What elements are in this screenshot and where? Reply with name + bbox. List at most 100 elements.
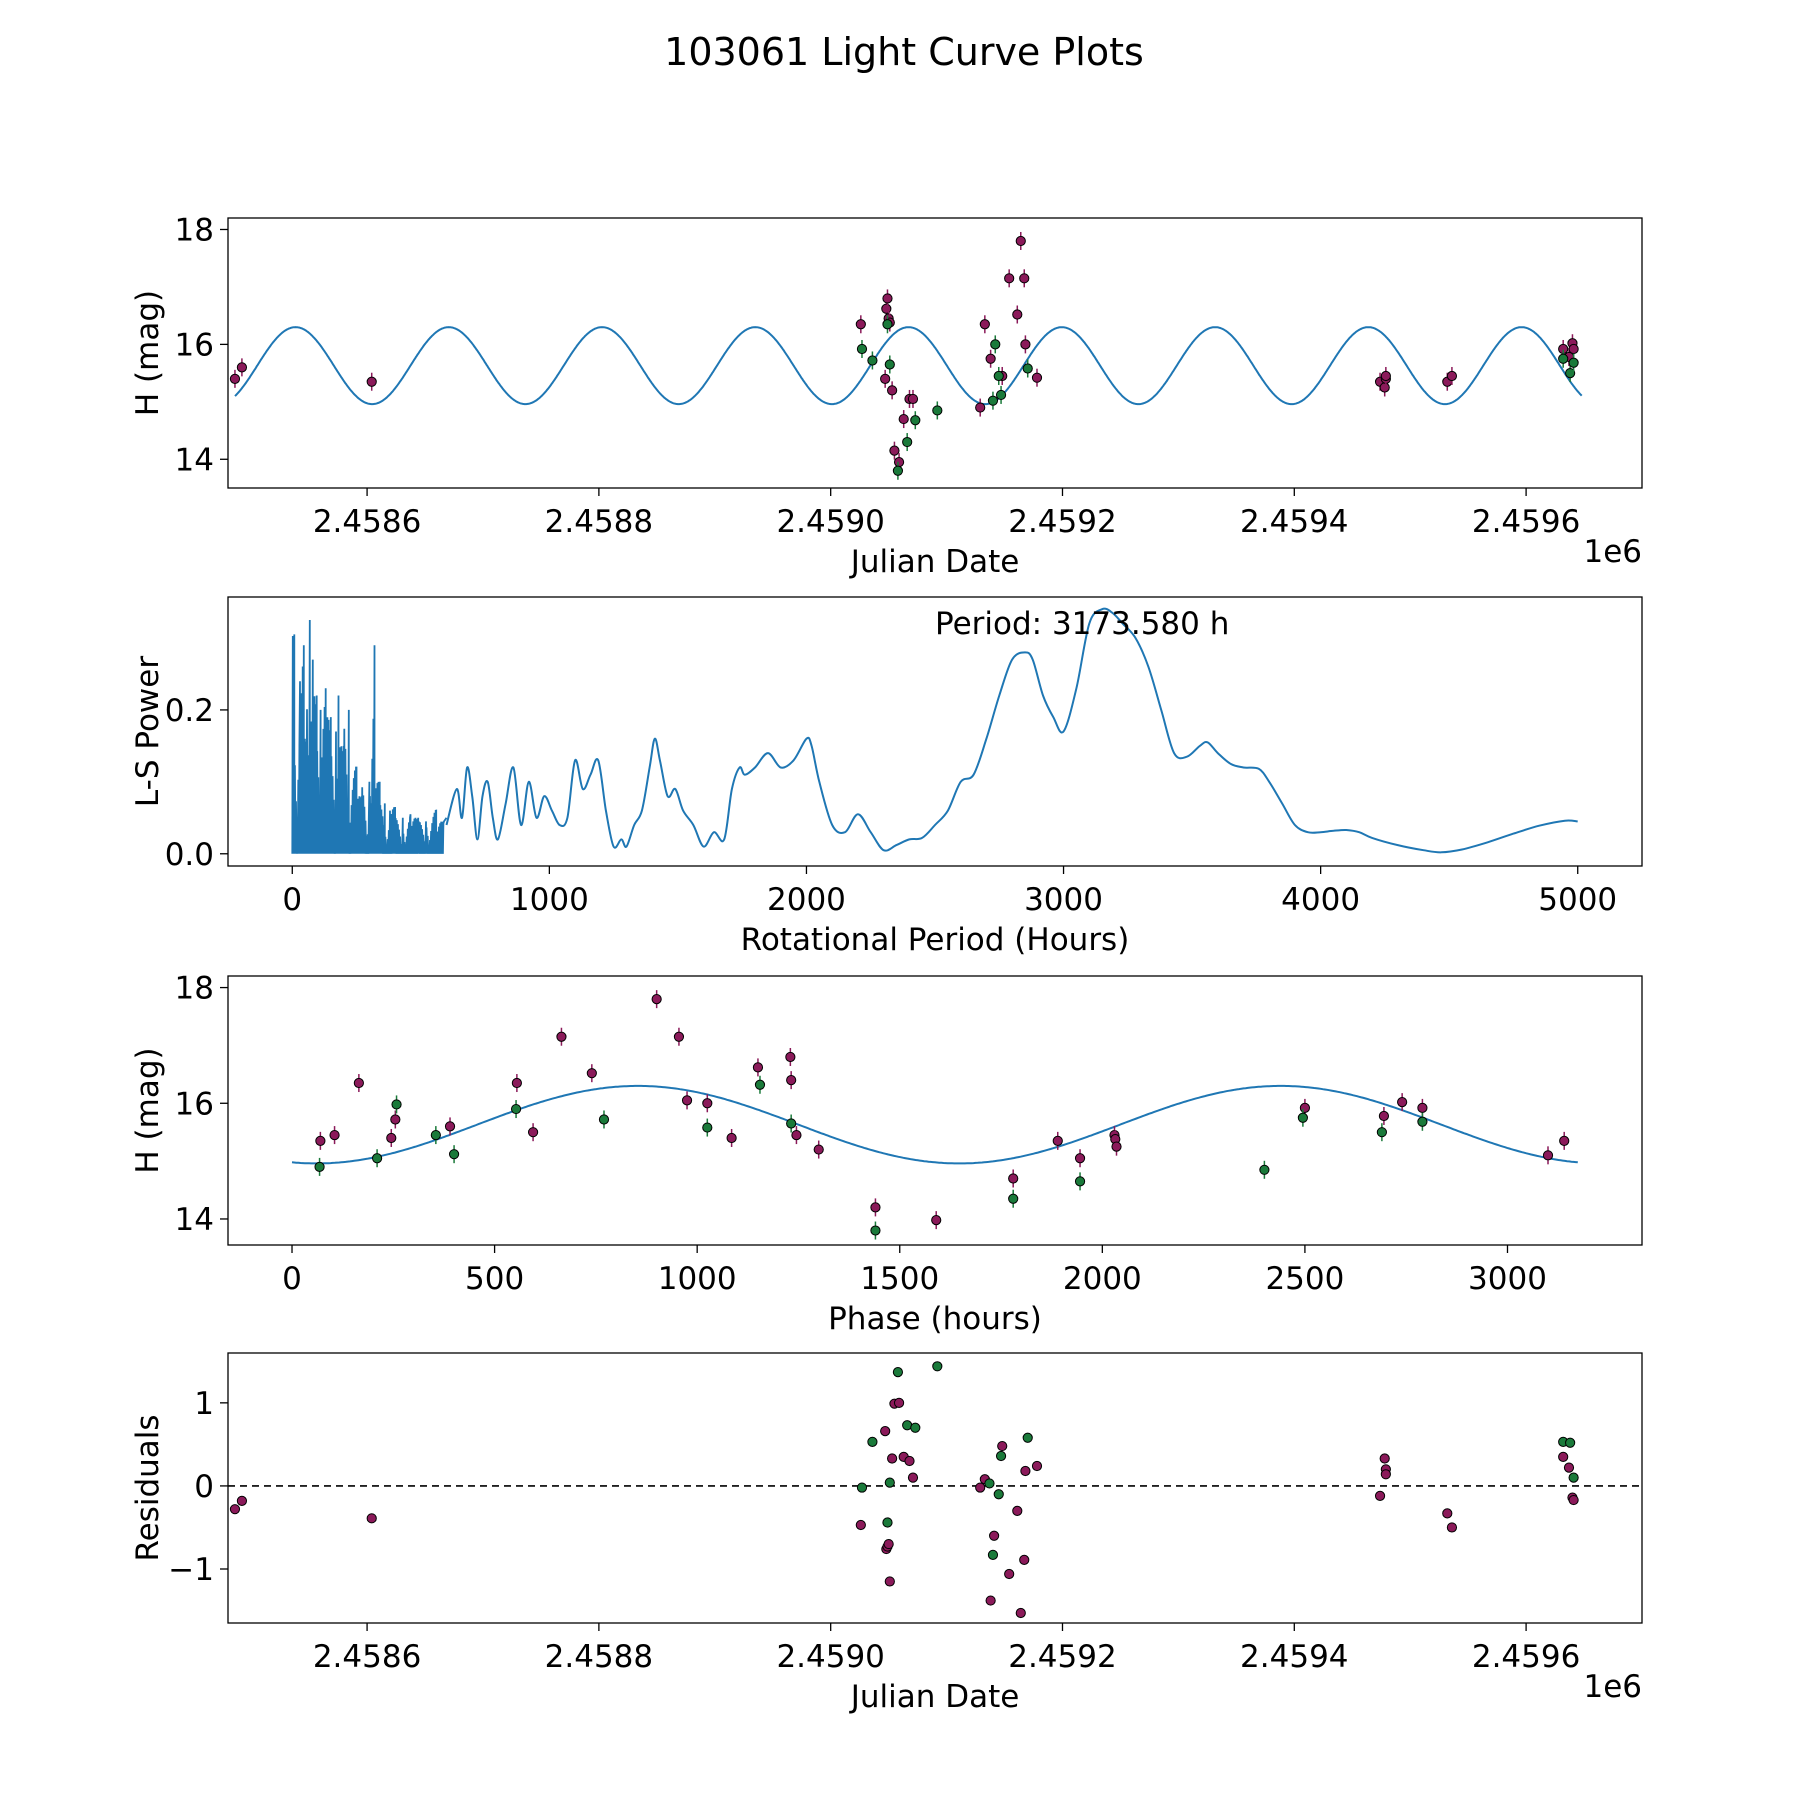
y-tick-label: 0.2 bbox=[165, 693, 214, 729]
data-point-band-a bbox=[997, 1440, 1008, 1452]
x-axis-label: Rotational Period (Hours) bbox=[741, 922, 1130, 958]
data-point-band-a bbox=[1012, 309, 1023, 320]
data-point-band-b bbox=[754, 1079, 766, 1090]
data-point-band-a bbox=[1374, 1490, 1386, 1501]
data-point-band-b bbox=[884, 359, 895, 370]
data-point-band-a bbox=[975, 402, 986, 413]
periodogram-dense-line bbox=[291, 619, 448, 854]
data-point-band-a bbox=[907, 1472, 919, 1483]
data-point-band-b bbox=[1565, 368, 1576, 379]
data-point-band-b bbox=[867, 1436, 878, 1447]
residuals-panel: 2.4586 2.4588 2.4590 2.4592 2.4594 2.4596 −1 0 1… bbox=[130, 1352, 1643, 1715]
data-point-band-b bbox=[391, 1099, 402, 1110]
data-point-band-b bbox=[598, 1114, 610, 1125]
x-axis-label: Phase (hours) bbox=[828, 1301, 1042, 1337]
plot-frame bbox=[227, 596, 1643, 867]
data-point-band-a bbox=[979, 319, 990, 330]
model-curve bbox=[291, 1084, 1578, 1165]
plot-frame bbox=[227, 217, 1643, 489]
data-point-band-a bbox=[1397, 1097, 1408, 1108]
data-point-band-a bbox=[1378, 1110, 1390, 1122]
x-tick-label: 2.4590 bbox=[776, 1639, 884, 1675]
plot-frame bbox=[227, 1352, 1643, 1624]
data-point-band-a bbox=[785, 1051, 796, 1063]
data-point-band-a bbox=[1299, 1102, 1311, 1113]
data-point-band-a bbox=[236, 1495, 248, 1506]
data-point-band-b bbox=[932, 405, 943, 416]
data-point-band-b bbox=[902, 436, 913, 448]
data-point-band-b bbox=[995, 389, 1007, 401]
data-point-band-b bbox=[786, 1118, 797, 1129]
data-point-band-b bbox=[932, 1361, 943, 1372]
data-point-band-a bbox=[904, 1455, 915, 1467]
y-tick-label: 0.0 bbox=[165, 837, 214, 873]
data-point-band-b bbox=[987, 395, 999, 406]
data-point-band-a bbox=[444, 1121, 456, 1132]
x-tick-label: 2.4588 bbox=[545, 504, 653, 540]
x-tick-label: 2.4594 bbox=[1240, 1639, 1348, 1675]
data-point-band-a bbox=[985, 1595, 996, 1606]
data-point-band-a bbox=[813, 1144, 824, 1155]
data-point-band-b bbox=[993, 370, 1004, 382]
data-point-band-a bbox=[855, 1519, 866, 1531]
points-group bbox=[314, 990, 1570, 1240]
model-curve bbox=[234, 326, 1583, 406]
y-tick-label: 1 bbox=[194, 1386, 214, 1422]
data-point-band-b bbox=[1558, 353, 1569, 364]
x-tick-label: 0 bbox=[282, 1261, 302, 1297]
x-tick-label: 2.4594 bbox=[1240, 504, 1348, 540]
x-tick-label: 500 bbox=[465, 1261, 524, 1297]
data-point-band-a bbox=[1015, 1607, 1026, 1619]
y-axis-label: L-S Power bbox=[130, 656, 166, 807]
y-tick-label: 16 bbox=[175, 327, 214, 363]
x-tick-label: 2.4592 bbox=[1008, 1639, 1116, 1675]
data-point-band-a bbox=[1031, 1460, 1043, 1472]
data-point-band-b bbox=[371, 1153, 383, 1164]
data-point-band-a bbox=[870, 1202, 881, 1213]
data-point-band-a bbox=[786, 1075, 797, 1086]
data-point-band-a bbox=[975, 1482, 986, 1493]
y-tick-label: 16 bbox=[175, 1086, 214, 1122]
data-point-band-a bbox=[1380, 1469, 1391, 1480]
data-point-band-b bbox=[1022, 1432, 1033, 1443]
data-point-band-a bbox=[989, 1530, 1000, 1541]
data-point-band-b bbox=[1022, 363, 1033, 374]
x-axis-label: Julian Date bbox=[849, 1679, 1020, 1715]
data-point-band-b bbox=[892, 1367, 904, 1378]
x-tick-label: 2000 bbox=[767, 882, 846, 918]
data-point-band-b bbox=[990, 339, 1001, 350]
data-point-band-a bbox=[1015, 235, 1026, 247]
data-point-band-a bbox=[1417, 1102, 1428, 1113]
data-point-band-a bbox=[1020, 1465, 1031, 1477]
data-point-band-a bbox=[893, 457, 905, 468]
data-point-band-a bbox=[353, 1077, 364, 1089]
data-point-band-a bbox=[1446, 1522, 1458, 1533]
data-point-band-a bbox=[702, 1098, 713, 1109]
x-tick-label: 5000 bbox=[1538, 882, 1617, 918]
x-tick-label: 2500 bbox=[1265, 1261, 1344, 1297]
data-point-band-a bbox=[931, 1215, 942, 1226]
data-point-band-a bbox=[1004, 1568, 1015, 1580]
data-point-band-a bbox=[1568, 1494, 1579, 1506]
data-point-band-a bbox=[887, 385, 898, 396]
data-point-band-a bbox=[726, 1132, 737, 1144]
y-tick-label: −1 bbox=[168, 1552, 214, 1588]
x-tick-label: 2.4596 bbox=[1472, 1639, 1580, 1675]
x-tick-label: 2.4586 bbox=[313, 1639, 421, 1675]
data-point-band-a bbox=[1031, 372, 1043, 383]
x-tick-label: 2.4590 bbox=[776, 504, 884, 540]
data-point-band-a bbox=[527, 1127, 539, 1138]
data-point-band-a bbox=[1542, 1150, 1554, 1161]
x-tick-label: 2.4592 bbox=[1008, 504, 1116, 540]
data-point-band-a bbox=[898, 413, 909, 425]
data-point-band-a bbox=[889, 445, 900, 456]
data-point-band-a bbox=[1380, 370, 1391, 382]
data-point-band-a bbox=[1019, 273, 1030, 284]
data-point-band-b bbox=[993, 1489, 1004, 1500]
data-point-band-b bbox=[867, 355, 878, 366]
data-point-band-a bbox=[681, 1095, 693, 1106]
data-point-band-a bbox=[1446, 370, 1458, 382]
data-point-band-a bbox=[907, 393, 919, 405]
phased-panel: 0 500 1000 1500 2000 2500 3000 14 16 18 Phase (hou… bbox=[130, 971, 1643, 1337]
data-point-band-b bbox=[1074, 1176, 1086, 1187]
